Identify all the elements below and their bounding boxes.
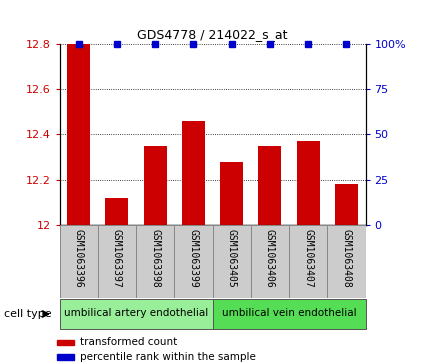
Bar (182, 121, 205, 225)
Title: GDS4778 / 214022_s_at: GDS4778 / 214022_s_at (137, 28, 288, 41)
Bar (57, 354, 74, 360)
Bar (251, 225, 289, 298)
Text: transformed count: transformed count (80, 337, 177, 347)
Text: GSM1063399: GSM1063399 (188, 229, 198, 287)
Text: umbilical artery endothelial: umbilical artery endothelial (64, 308, 208, 318)
Text: GSM1063406: GSM1063406 (265, 229, 275, 287)
Text: cell type: cell type (4, 309, 52, 319)
Bar (174, 225, 212, 298)
Bar (297, 141, 320, 225)
Bar (258, 146, 281, 225)
Bar (98, 225, 136, 298)
Bar (60, 299, 212, 329)
Text: GSM1063396: GSM1063396 (74, 229, 84, 287)
Bar (144, 146, 167, 225)
Text: GSM1063405: GSM1063405 (227, 229, 237, 287)
Text: percentile rank within the sample: percentile rank within the sample (80, 352, 256, 362)
Bar (220, 162, 243, 225)
Bar (60, 225, 98, 298)
Text: GSM1063407: GSM1063407 (303, 229, 313, 287)
Bar (212, 299, 366, 329)
Bar (57, 340, 74, 345)
Bar (327, 225, 366, 298)
Bar (105, 198, 128, 225)
Text: GSM1063408: GSM1063408 (341, 229, 351, 287)
Bar (212, 225, 251, 298)
Bar (289, 225, 327, 298)
Bar (67, 44, 90, 225)
Bar (136, 225, 174, 298)
Text: GSM1063397: GSM1063397 (112, 229, 122, 287)
Text: GSM1063398: GSM1063398 (150, 229, 160, 287)
Text: umbilical vein endothelial: umbilical vein endothelial (222, 308, 356, 318)
Bar (335, 184, 358, 225)
